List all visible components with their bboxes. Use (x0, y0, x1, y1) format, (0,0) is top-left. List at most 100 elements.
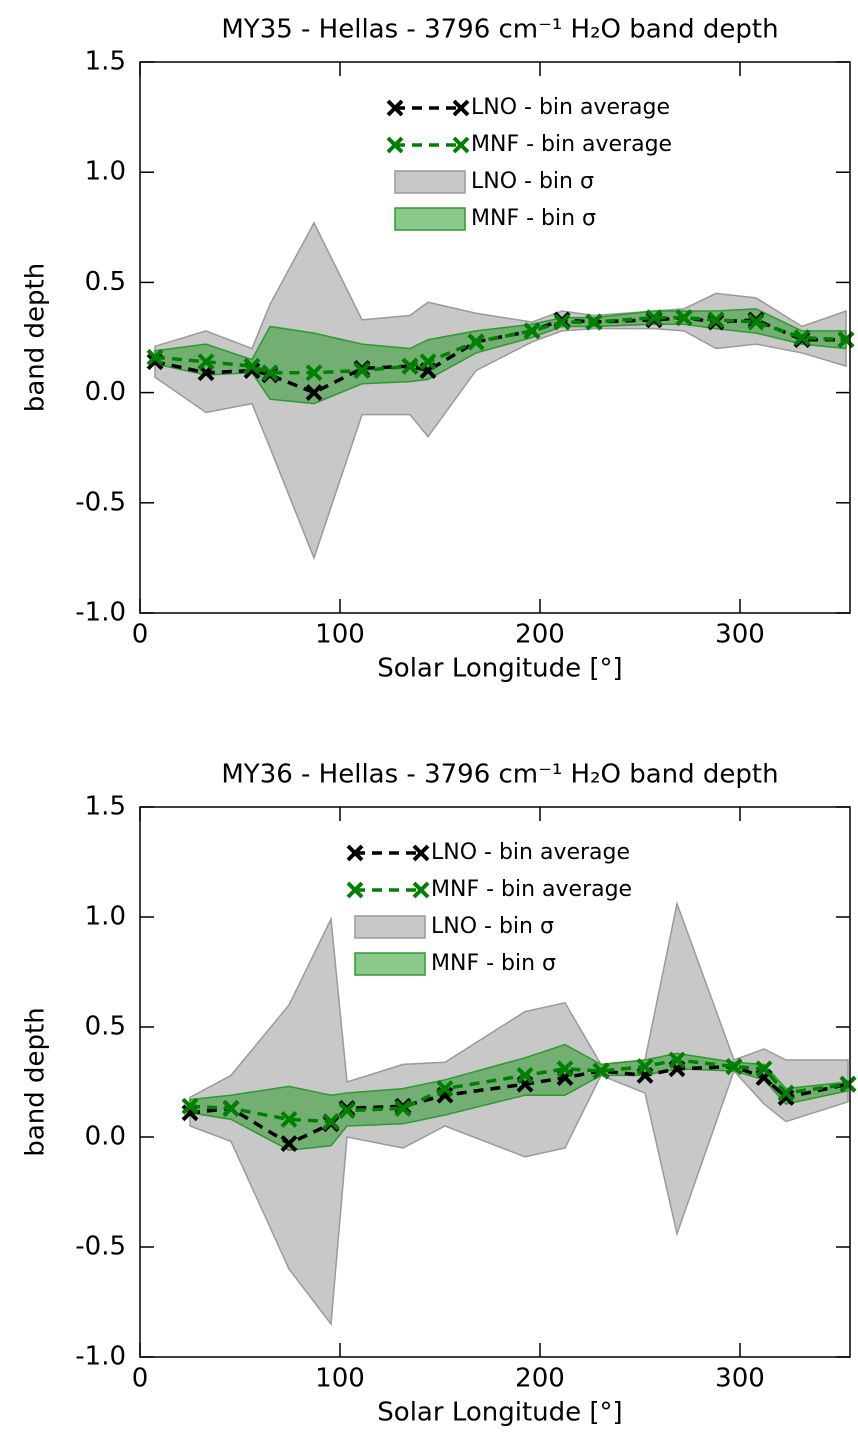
marker-stroke (386, 99, 404, 117)
marker-stroke (556, 1060, 574, 1078)
marker-stroke (707, 311, 725, 329)
legend: LNO - bin average MNF - bin average LNO - … (346, 840, 632, 976)
marker (777, 1088, 795, 1106)
y-axis-label: band depth (21, 263, 51, 412)
marker (280, 1135, 298, 1153)
marker (412, 881, 430, 899)
marker-stroke (280, 1110, 298, 1128)
marker-stroke (222, 1099, 240, 1117)
marker-stroke (338, 1102, 356, 1120)
chart: MY35 - Hellas - 3796 cm⁻¹ H₂O band depth… (21, 15, 855, 684)
average-line (189, 1058, 849, 1124)
marker-stroke (592, 1062, 610, 1080)
legend-swatch (354, 915, 426, 939)
plot-frame (139, 61, 851, 614)
marker (755, 1060, 773, 1078)
marker-stroke (280, 1135, 298, 1153)
marker-stroke (467, 333, 485, 351)
y-tick-label: 0.0 (85, 377, 126, 407)
x-tick-label: 300 (715, 1364, 765, 1394)
y-tick-label: -1.0 (75, 598, 126, 628)
marker-stroke (516, 1066, 534, 1084)
marker (675, 309, 693, 327)
marker-stroke (452, 99, 470, 117)
marker-stroke (777, 1088, 795, 1106)
x-axis-label: Solar Longitude [°] (377, 1398, 622, 1428)
marker-stroke (777, 1084, 795, 1102)
marker (436, 1080, 454, 1098)
marker (523, 322, 541, 340)
marker-stroke (755, 1060, 773, 1078)
marker-stroke (747, 313, 765, 331)
marker-stroke (419, 353, 437, 371)
marker (322, 1113, 340, 1131)
marker-stroke (725, 1058, 743, 1076)
marker-stroke (452, 136, 470, 154)
marker-stroke (839, 1075, 857, 1093)
marker-stroke (386, 136, 404, 154)
marker (346, 844, 364, 862)
legend-label: MNF - bin average (431, 877, 632, 902)
marker (553, 313, 571, 331)
marker (452, 136, 470, 154)
marker (793, 329, 811, 346)
y-tick-label: 0.5 (85, 267, 126, 297)
marker-stroke (181, 1097, 199, 1115)
marker-stroke (197, 353, 215, 371)
marker-stroke (353, 362, 371, 379)
marker-stroke (146, 348, 164, 366)
legend-label: LNO - bin σ (431, 914, 554, 939)
marker-stroke (243, 357, 261, 375)
marker (419, 353, 437, 371)
marker (516, 1066, 534, 1084)
marker (181, 1097, 199, 1115)
y-tick-label: 1.0 (85, 157, 126, 187)
marker (707, 311, 725, 329)
marker-stroke (346, 844, 364, 862)
legend-swatch (394, 170, 466, 194)
marker-stroke (793, 329, 811, 346)
marker (261, 364, 279, 382)
marker-stroke (261, 364, 279, 382)
marker (839, 1075, 857, 1093)
legend-label: LNO - bin average (431, 840, 630, 865)
marker (222, 1099, 240, 1117)
legend-swatch (394, 207, 466, 231)
y-tick-label: -0.5 (75, 487, 126, 517)
marker (338, 1102, 356, 1120)
marker (777, 1084, 795, 1102)
y-tick-label: -1.0 (75, 1342, 126, 1372)
marker (467, 333, 485, 351)
marker-stroke (668, 1051, 686, 1069)
x-tick-label: 100 (315, 620, 365, 650)
x-tick-label: 200 (515, 1364, 565, 1394)
x-axis-label: Solar Longitude [°] (377, 654, 622, 684)
marker (280, 1110, 298, 1128)
x-tick-label: 0 (132, 620, 149, 650)
marker (668, 1051, 686, 1069)
marker-stroke (401, 357, 419, 375)
y-tick-label: 1.0 (85, 902, 126, 932)
marker (412, 844, 430, 862)
marker (401, 357, 419, 375)
plot-frame (139, 806, 851, 1358)
y-tick-label: -0.5 (75, 1232, 126, 1262)
marker (556, 1060, 574, 1078)
marker-stroke (243, 362, 261, 379)
average-line (189, 1064, 849, 1146)
marker (386, 136, 404, 154)
marker (146, 348, 164, 366)
x-tick-label: 300 (715, 620, 765, 650)
marker-stroke (436, 1080, 454, 1098)
sigma-band (154, 308, 847, 405)
legend-label: MNF - bin σ (431, 951, 556, 976)
marker-stroke (645, 309, 663, 327)
marker (197, 353, 215, 371)
y-tick-label: 0.5 (85, 1012, 126, 1042)
sigma-band (154, 221, 847, 561)
marker (747, 313, 765, 331)
marker (386, 99, 404, 117)
chart-title: MY36 - Hellas - 3796 cm⁻¹ H₂O band depth (221, 760, 778, 790)
x-tick-label: 100 (315, 1364, 365, 1394)
marker-stroke (412, 844, 430, 862)
